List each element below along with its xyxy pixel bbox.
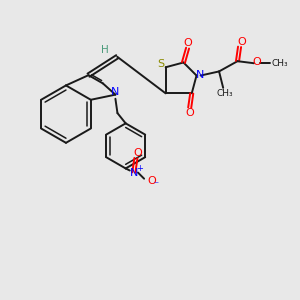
Text: CH₃: CH₃ (271, 59, 288, 68)
Text: O: O (147, 176, 156, 186)
Text: O: O (185, 108, 194, 118)
Text: N: N (195, 70, 204, 80)
Text: O: O (253, 57, 261, 67)
Text: N: N (130, 167, 138, 178)
Text: CH₃: CH₃ (217, 89, 233, 98)
Text: O: O (237, 37, 246, 47)
Text: H: H (101, 45, 109, 55)
Text: +: + (136, 164, 143, 173)
Text: S: S (157, 59, 164, 69)
Text: ⁻: ⁻ (154, 180, 159, 190)
Text: O: O (134, 148, 142, 158)
Text: N: N (111, 87, 120, 97)
Text: O: O (183, 38, 192, 48)
